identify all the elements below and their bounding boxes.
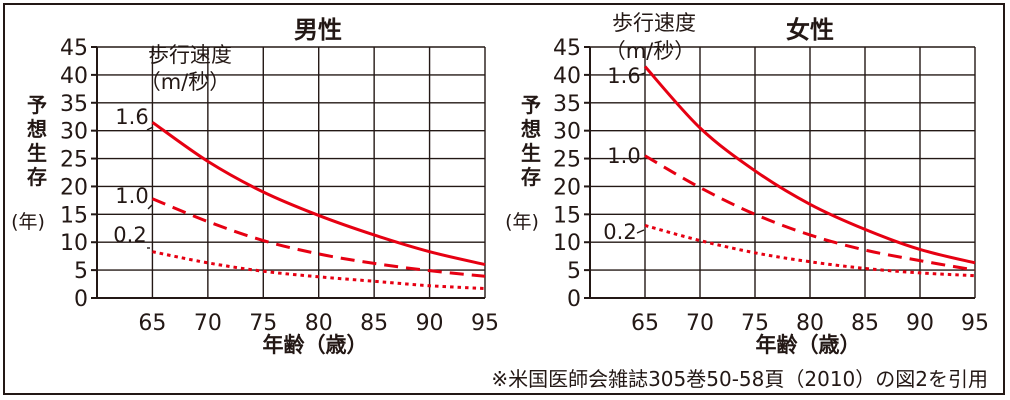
x-tick-label: 65 [631,311,659,336]
chart-title: 男性 [294,16,342,44]
series-label: 1.6 [607,64,640,88]
x-axis-label: 年齢（歳） [756,333,861,357]
series-label: 1.6 [115,105,148,129]
y-tick-label: 20 [553,175,581,200]
series-label: 1.0 [607,144,640,168]
x-axis-label: 年齢（歳） [263,333,368,357]
y-tick-label: 15 [553,203,581,228]
series-label: 0.2 [113,223,146,247]
x-tick-label: 75 [249,311,277,336]
x-tick-label: 95 [471,311,499,336]
y-axis-label-char: 生 [27,141,47,165]
y-axis-label-char: 想 [521,117,541,141]
x-tick-label: 75 [741,311,769,336]
y-tick-label: 10 [60,231,88,256]
y-tick-label: 0 [74,287,88,312]
y-tick-label: 30 [553,120,581,145]
x-tick-label: 95 [961,311,989,336]
y-axis-label-char: 生 [521,141,541,165]
series-label-connector [636,229,645,234]
x-tick-label: 80 [796,311,824,336]
y-axis-label-char: 想 [27,117,47,141]
x-tick-label: 85 [360,311,388,336]
y-axis-label-char: 予 [521,93,541,117]
y-axis-label-char: 予 [27,93,47,117]
series-label-connector [638,72,646,76]
y-tick-label: 0 [567,287,581,312]
x-tick-label: 70 [686,311,714,336]
x-tick-label: 90 [416,311,444,336]
chart-title: 女性 [786,16,834,44]
y-axis-unit: (年) [505,211,539,233]
x-tick-label: 90 [906,311,934,336]
y-tick-label: 15 [60,203,88,228]
series-line [643,65,976,265]
x-tick-label: 80 [305,311,333,336]
source-footnote: ※米国医師会雑誌305巻50-58頁（2010）の図2を引用 [491,367,988,391]
y-tick-label: 5 [567,259,581,284]
y-tick-label: 20 [60,175,88,200]
y-tick-label: 10 [553,231,581,256]
legend-title-line1: 歩行速度 [612,11,696,35]
series-line [151,121,486,266]
y-tick-label: 35 [553,92,581,117]
series-line [152,250,486,291]
series-label: 0.2 [603,220,636,244]
y-tick-label: 5 [74,259,88,284]
y-tick-label: 25 [553,148,581,173]
figure-frame [3,3,1005,395]
series-line [644,154,976,272]
y-tick-label: 35 [60,92,88,117]
x-tick-label: 85 [851,311,879,336]
series-label-connector [146,126,154,131]
y-axis-label-char: 存 [27,165,47,189]
y-tick-label: 45 [553,36,581,61]
y-axis-unit: (年) [11,211,45,233]
y-axis-label-char: 存 [521,165,541,189]
y-tick-label: 40 [553,64,581,89]
x-tick-label: 65 [138,311,166,336]
y-tick-label: 30 [60,120,88,145]
series-line [151,197,486,278]
legend-title-line2: （m/秒） [140,70,231,94]
series-label-connector [639,157,646,160]
y-tick-label: 45 [60,36,88,61]
series-line [644,224,976,278]
series-label-connector [147,204,153,210]
y-tick-label: 25 [60,148,88,173]
x-tick-label: 70 [194,311,222,336]
y-tick-label: 40 [60,64,88,89]
series-label: 1.0 [115,184,148,208]
legend-title-line2: （m/秒） [605,39,696,63]
